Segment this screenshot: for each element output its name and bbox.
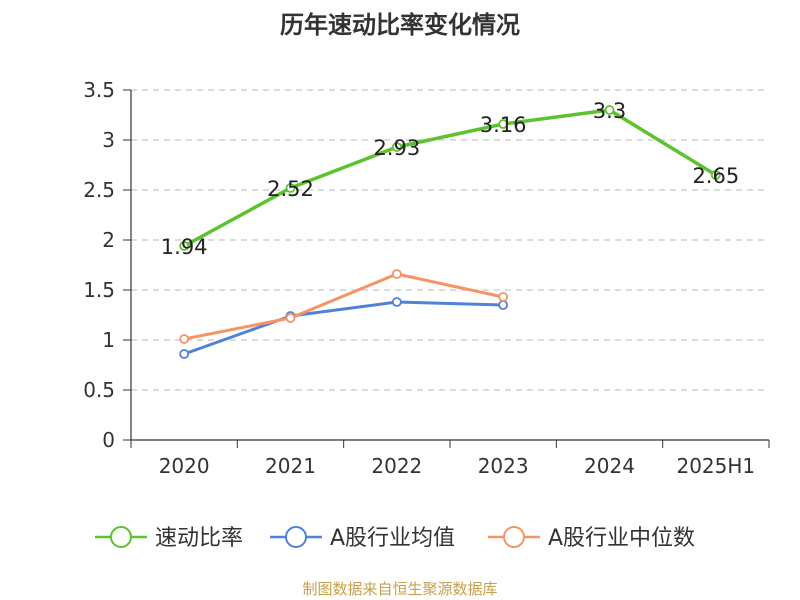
legend-label: 速动比率 [155,526,243,551]
data-point [498,300,509,310]
data-point [285,183,296,193]
y-tick-label: 0 [102,428,115,452]
y-tick-label: 2.5 [83,178,115,202]
axes: 0 0.5 1 1.5 2 2.5 3 3.5 2020 2021 2022 2023 2024 2025… [83,78,770,478]
series-lines [179,105,721,359]
legend-label: A股行业均值 [330,526,455,551]
data-point [179,334,190,344]
source-note: 制图数据来自恒生聚源数据库 [302,580,497,598]
data-point [604,105,615,115]
series-3 [179,269,509,344]
data-point [391,142,402,152]
legend-marker [110,526,132,548]
series-line [182,108,718,248]
data-point [498,119,509,129]
legend-item-3: A股行业中位数 [488,526,695,551]
legend-item-1: 速动比率 [95,526,243,551]
y-tick-label: 2 [102,228,115,252]
x-tick-label: 2020 [159,454,210,478]
chart-title: 历年速动比率变化情况 [280,11,520,39]
data-point [285,313,296,323]
x-tick-label: 2022 [371,454,422,478]
y-tick-label: 1 [102,328,115,352]
series-1 [179,105,721,251]
data-point [391,269,402,279]
data-label: 2.52 [267,177,314,201]
data-point [710,170,721,180]
y-tick-label: 3 [102,128,115,152]
x-tick-label: 2024 [584,454,635,478]
data-label: 1.94 [161,235,208,259]
x-tick-label: 2025H1 [676,454,755,478]
x-tick-label: 2023 [478,454,529,478]
series-line [182,300,505,356]
data-label: 2.65 [692,164,739,188]
data-point [498,292,509,302]
y-tick-label: 3.5 [83,78,115,102]
legend-item-2: A股行业均值 [270,526,455,551]
legend-label: A股行业中位数 [548,526,695,551]
series-2 [179,297,509,359]
y-tick-label: 0.5 [83,378,115,402]
data-label: 2.93 [373,136,420,160]
data-point [179,241,190,251]
data-label: 3.3 [593,99,626,123]
y-tick-label: 1.5 [83,278,115,302]
series-line [182,272,505,341]
legend-marker [285,526,307,548]
data-point [391,297,402,307]
x-tick-label: 2021 [265,454,316,478]
legend: 速动比率 A股行业均值 A股行业中位数 [95,526,695,551]
legend-marker [503,526,525,548]
data-labels: 1.94 2.52 2.93 3.16 3.3 2.65 [161,99,739,259]
data-label: 3.16 [480,113,527,137]
grid-lines [131,89,769,391]
data-point [179,349,190,359]
